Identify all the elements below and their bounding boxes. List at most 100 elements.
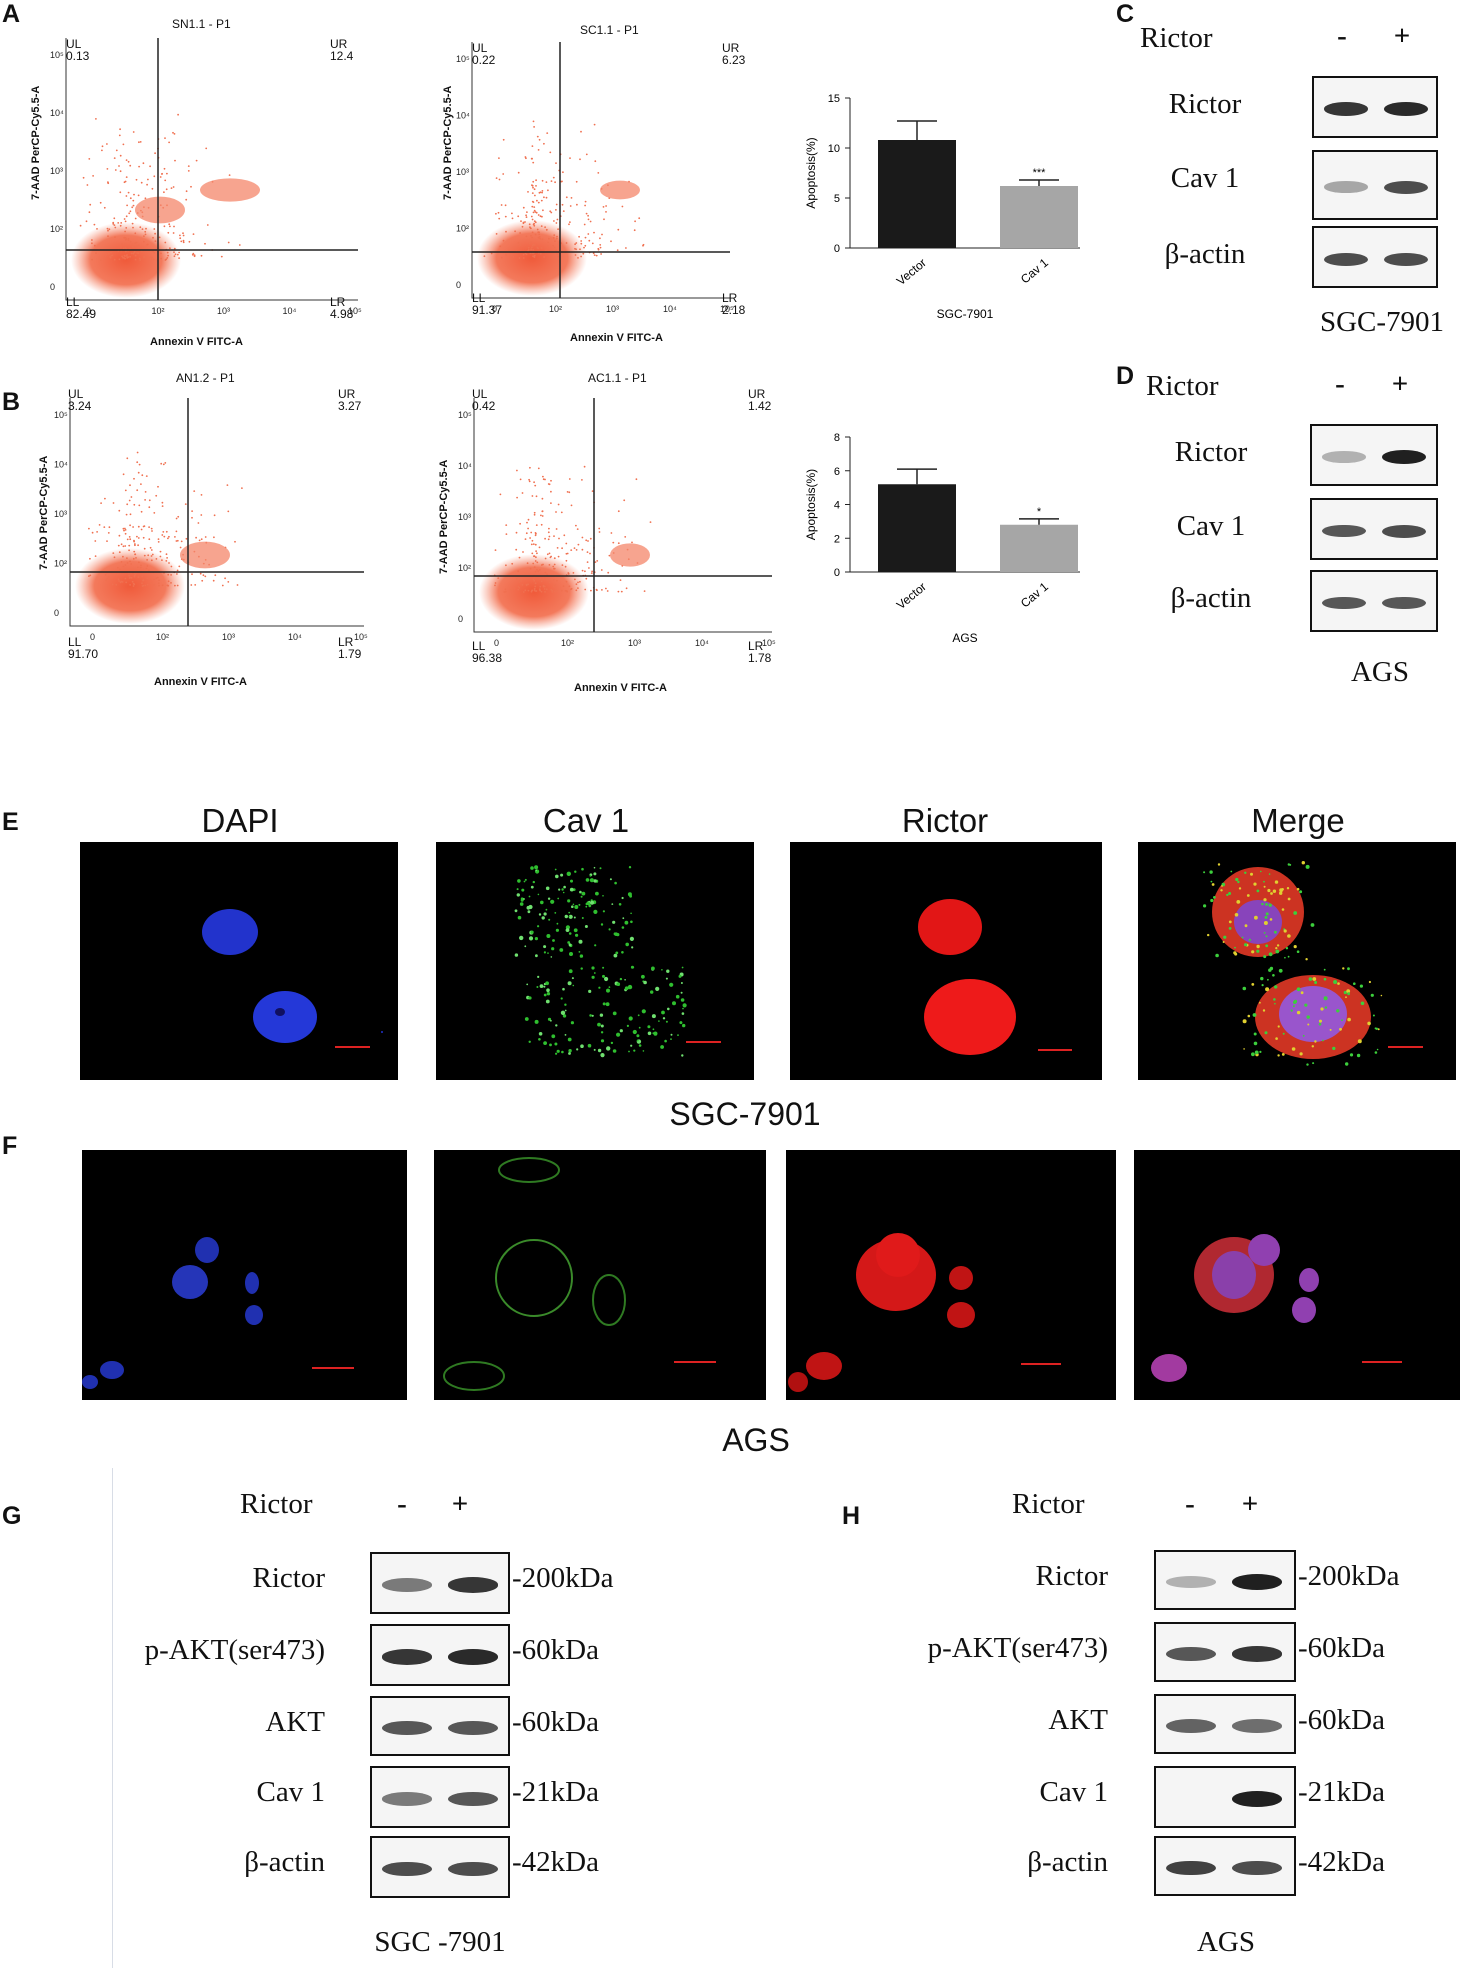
flow-plot-2: 0 10² 10³ 10⁴ 10⁵ 10⁵ 10⁴ 10³ 10² 0 [456,42,734,314]
flow-ll-value-3: 91.70 [68,647,99,661]
if-title-rictor: Rictor [901,802,989,839]
if-image-rictor-sgc7901 [790,842,1102,1080]
svg-text:10⁵: 10⁵ [348,306,362,316]
svg-text:10²: 10² [156,632,169,642]
svg-text:10²: 10² [152,306,165,316]
y-tick-label-0-5: 5 [834,193,840,205]
bar-xlabel-1: AGS [952,631,977,645]
flow-ul-value-4: 0.42 [472,399,496,413]
flow-ylabel-4: 7-AAD PerCP-Cy5.5-A [438,459,450,574]
flow-ul-3: UL [68,387,84,401]
bar-xlabel-0: SGC-7901 [937,307,994,321]
svg-text:10⁴: 10⁴ [54,460,68,470]
flow-xlabel-4: Annexin V FITC-A [574,682,667,694]
flow-title-2: SC1.1 - P1 [580,23,639,37]
wb-large-blot-1-1 [1154,1622,1296,1682]
wb-small-minus-0: - [1337,20,1347,52]
flow-ul-value-1: 0.13 [66,49,90,63]
wb-large-row-label-0-0: Rictor [252,1562,326,1594]
svg-text:10²: 10² [561,638,574,648]
svg-text:10³: 10³ [54,509,67,519]
wb-small-row-label-0-2: β-actin [1164,238,1246,270]
flow-plot-4: 0 10² 10³ 10⁴ 10⁵ 10⁵ 10⁴ 10³ 10² 0 [458,398,776,648]
band-large-0-4-0 [382,1861,432,1877]
divider-line [112,1468,113,1968]
significance-0-1: *** [1033,167,1047,179]
svg-text:0: 0 [90,632,95,642]
band-small-0-0-1 [1384,102,1428,116]
flow-ll-value-4: 96.38 [472,651,503,665]
svg-text:0: 0 [86,306,91,316]
svg-text:10⁵: 10⁵ [54,410,68,420]
flow-lr-value-4: 1.78 [748,651,772,665]
flow-ul-1: UL [66,37,82,51]
band-large-0-0-0 [382,1578,432,1592]
wb-small-blot-1-2 [1310,570,1438,632]
bar-1-vector [878,484,956,572]
band-large-1-0-1 [1232,1574,1282,1590]
svg-text:10³: 10³ [628,638,641,648]
if-title-merge: Merge [1251,802,1345,839]
wb-small-cell-0: SGC-7901 [1319,306,1445,338]
category-label-1-1: Cav 1 [1018,579,1051,610]
if-image-cav1-sgc7901 [436,842,754,1080]
flow-ll-value-2: 91.37 [472,303,503,317]
wb-large-row-label-1-4: β-actin [1027,1846,1108,1878]
svg-text:10⁵: 10⁵ [458,410,472,420]
svg-text:10³: 10³ [606,304,619,314]
panel-label-a: A [2,0,21,28]
flow-ur-value-2: 6.23 [722,53,746,67]
if-image-dapi-sgc7901 [80,842,398,1080]
svg-text:10⁵: 10⁵ [456,54,470,64]
svg-text:10⁴: 10⁴ [458,461,472,471]
flow-plot-3: 0 10² 10³ 10⁴ 10⁵ 10⁵ 10⁴ 10³ 10² 0 [54,398,368,642]
category-label-0-0: Vector [894,256,929,289]
wb-large-kda-1-0: -200kDa [1298,1560,1400,1592]
if-image-merge-ags [1134,1150,1460,1400]
wb-large-kda-0-4: -42kDa [512,1846,599,1878]
flow-ur-3: UR [338,387,356,401]
wb-small-header-1: Rictor [1146,370,1219,402]
svg-text:10⁵: 10⁵ [720,304,734,314]
band-small-0-0-0 [1324,102,1368,116]
wb-large-row-label-1-1: p-AKT(ser473) [927,1632,1108,1664]
bar-0-cav1 [1000,186,1078,248]
svg-text:10³: 10³ [458,512,471,522]
bar-1-cav1 [1000,524,1078,572]
flow-ul-value-2: 0.22 [472,53,496,67]
wb-large-row-label-0-3: Cav 1 [256,1776,325,1808]
bar-chart-ags: 0 2 4 6 8 Apoptosis(%) Vector * Cav 1 AGS [804,432,1080,645]
wb-large-row-label-0-2: AKT [265,1706,325,1738]
category-label-0-1: Cav 1 [1018,255,1051,286]
svg-text:10⁵: 10⁵ [762,638,776,648]
wb-small-row-label-0-0: Rictor [1168,88,1242,120]
if-title-cav1: Cav 1 [542,802,630,839]
flow-ur-value-4: 1.42 [748,399,772,413]
band-large-1-1-0 [1166,1646,1216,1662]
flow-ylabel-1: 7-AAD PerCP-Cy5.5-A [30,85,42,200]
wb-large-blot-0-4 [370,1836,510,1898]
wb-large-kda-1-4: -42kDa [1298,1846,1385,1878]
wb-large-blot-0-2 [370,1696,510,1756]
if-title-dapi: DAPI [201,802,279,839]
bar-0-vector [878,140,956,248]
svg-text:10³: 10³ [217,306,230,316]
band-small-1-2-0 [1322,596,1366,610]
flow-ul-value-3: 3.24 [68,399,92,413]
wb-large-blot-0-3 [370,1766,510,1828]
band-large-0-3-0 [382,1792,432,1806]
panel-label-b: B [2,388,21,416]
band-small-1-1-0 [1322,524,1366,538]
wb-large-cell-0: SGC -7901 [374,1926,506,1958]
wb-small-blot-0-0 [1312,76,1438,138]
svg-text:10⁵: 10⁵ [354,632,368,642]
flow-ur-value-3: 3.27 [338,399,362,413]
wb-small-blot-1-0 [1310,424,1438,486]
y-tick-label-1-8: 8 [834,432,840,444]
flow-ur-2: UR [722,41,740,55]
flow-lr-1: LR [330,295,346,309]
wb-small-plus-1: + [1391,368,1409,400]
band-small-0-1-1 [1384,180,1428,194]
wb-large-kda-0-3: -21kDa [512,1776,599,1808]
flow-title-4: AC1.1 - P1 [588,371,647,385]
